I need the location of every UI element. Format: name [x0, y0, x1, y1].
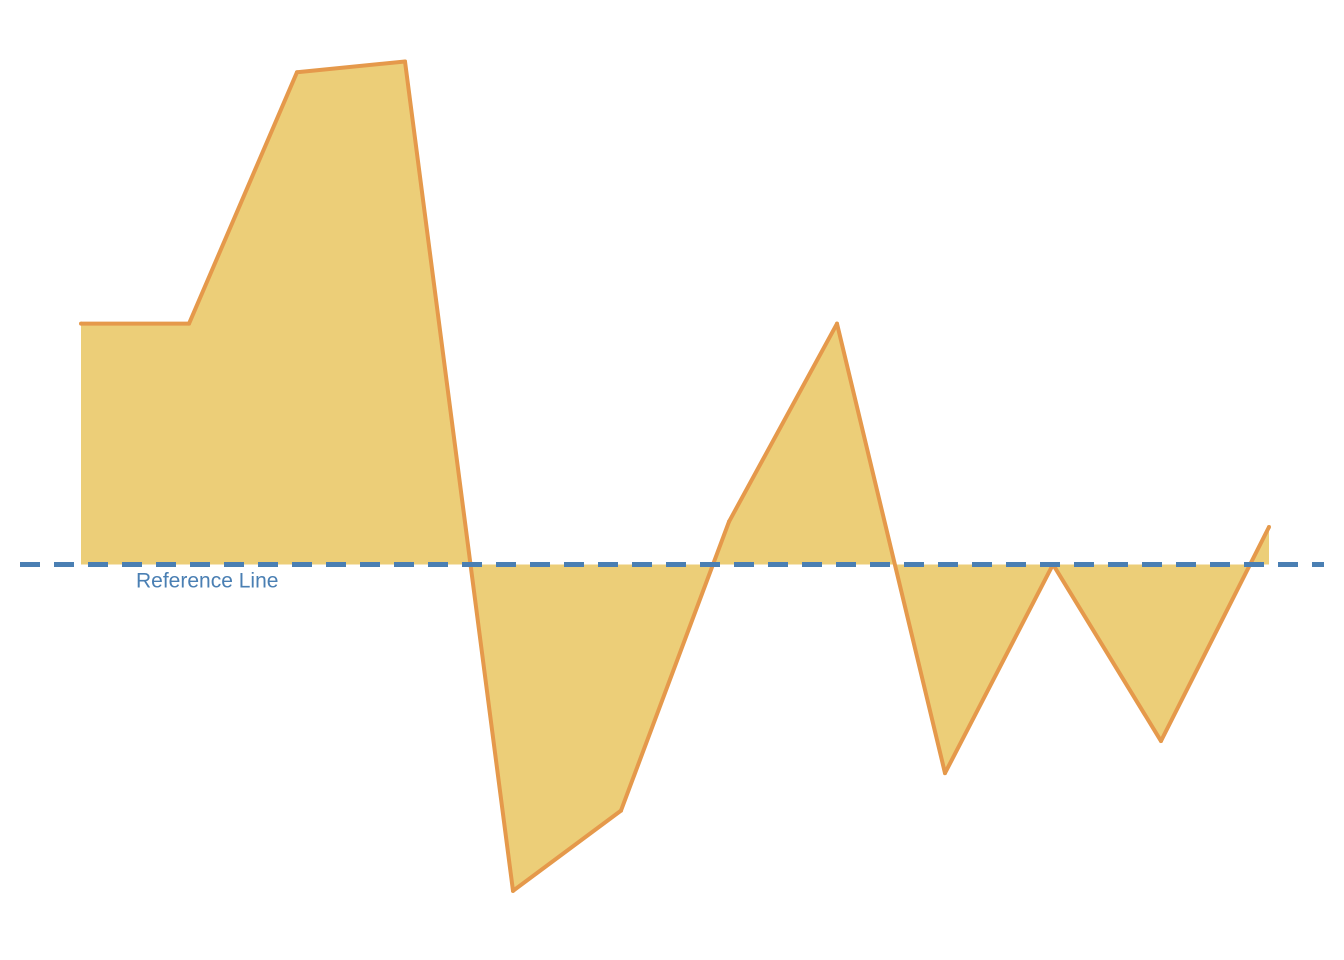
reference-line-label: Reference Line	[136, 569, 278, 592]
data-point-2	[295, 70, 299, 75]
data-point-4	[511, 888, 515, 893]
data-point-3	[403, 59, 407, 64]
data-point-1	[187, 321, 191, 326]
data-point-8	[943, 771, 947, 776]
plot-area	[79, 59, 1271, 893]
data-point-0	[79, 321, 83, 326]
data-point-10	[1159, 739, 1163, 744]
data-point-7	[835, 321, 839, 326]
data-point-5	[619, 808, 623, 813]
data-point-11	[1267, 525, 1271, 530]
data-point-6	[727, 519, 731, 524]
series-line	[81, 59, 1271, 893]
area-fill	[81, 61, 1269, 891]
